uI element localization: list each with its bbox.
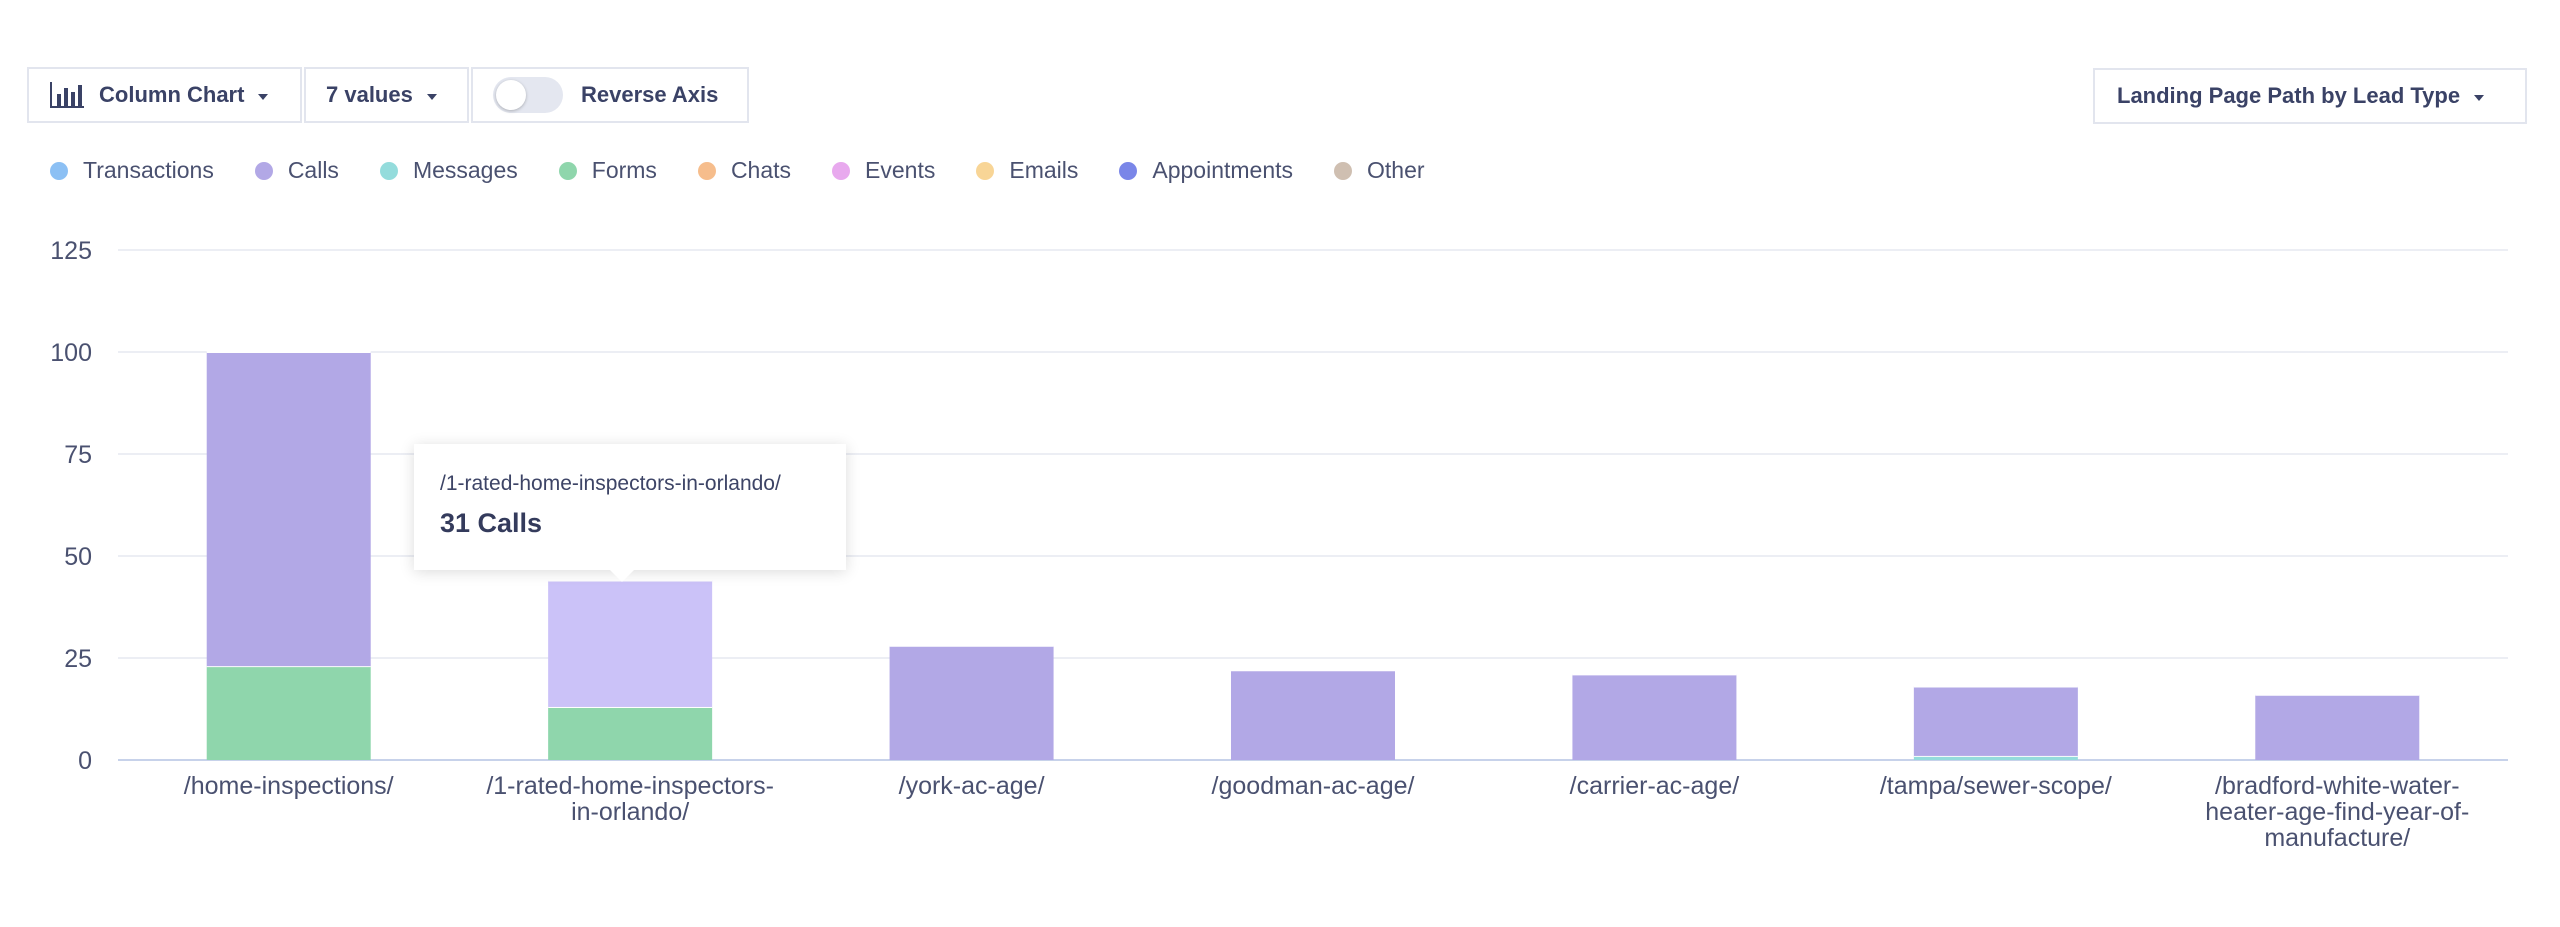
tooltip-title: /1-rated-home-inspectors-in-orlando/ xyxy=(440,472,781,495)
chart-type-dropdown[interactable]: Column Chart xyxy=(27,67,302,123)
legend-label: Appointments xyxy=(1152,157,1294,183)
x-tick-label-line: /tampa/sewer-scope/ xyxy=(1880,772,2112,800)
legend-label: Forms xyxy=(591,157,657,183)
legend-item-other[interactable]: Other xyxy=(1334,157,1425,184)
legend-swatch xyxy=(976,161,995,180)
bar-segment-calls xyxy=(1572,674,1737,760)
x-tick-label: /york-ac-age/ xyxy=(899,772,1045,800)
grouping-dropdown[interactable]: Landing Page Path by Lead Type xyxy=(2093,68,2527,124)
x-tick-label: /tampa/sewer-scope/ xyxy=(1880,772,2112,800)
legend-label: Messages xyxy=(412,157,518,183)
chart-type-label: Column Chart xyxy=(99,82,245,107)
x-tick-label: /carrier-ac-age/ xyxy=(1570,772,1740,800)
values-count-label: 7 values xyxy=(326,82,413,107)
chevron-down-icon xyxy=(2474,95,2485,101)
x-tick-label-line: /1-rated-home-inspectors- xyxy=(486,772,774,800)
bar-segment-calls xyxy=(548,580,713,707)
x-tick-label: /goodman-ac-age/ xyxy=(1212,772,1415,800)
reverse-axis-toggle[interactable] xyxy=(493,77,563,113)
legend-item-transactions[interactable]: Transactions xyxy=(50,157,214,184)
legend-item-calls[interactable]: Calls xyxy=(254,157,339,184)
bar-segment-forms xyxy=(206,666,371,760)
legend-label: Calls xyxy=(287,157,339,183)
legend-label: Other xyxy=(1367,157,1425,183)
x-tick-label: /1-rated-home-inspectors-in-orlando/ xyxy=(486,772,774,826)
legend-swatch xyxy=(1334,161,1353,180)
legend-swatch xyxy=(832,161,851,180)
tooltip-value: 31 Calls xyxy=(440,508,543,538)
chart-legend: Transactions Calls Messages Forms Chats … xyxy=(50,157,1466,184)
legend-swatch xyxy=(558,161,577,180)
x-tick-label-line: manufacture/ xyxy=(2264,824,2410,852)
legend-swatch xyxy=(254,161,273,180)
legend-label: Chats xyxy=(730,157,792,183)
bar-segment-calls xyxy=(2255,694,2420,760)
y-tick-label: 25 xyxy=(64,645,92,673)
y-tick-label: 0 xyxy=(78,747,92,775)
legend-swatch xyxy=(697,161,716,180)
x-tick-label-line: /home-inspections/ xyxy=(184,772,394,800)
reverse-axis-label: Reverse Axis xyxy=(581,82,719,107)
bar-segment-calls xyxy=(1913,686,2078,756)
legend-item-chats[interactable]: Chats xyxy=(697,157,792,184)
column-chart-icon xyxy=(50,82,84,108)
y-tick-label: 125 xyxy=(50,237,92,265)
bar-segment-calls xyxy=(1231,670,1395,760)
x-tick-label-line: /bradford-white-water- xyxy=(2215,772,2460,800)
bar-segment-calls xyxy=(206,352,371,667)
x-tick-label-line: in-orlando/ xyxy=(571,798,689,826)
legend-swatch xyxy=(379,161,398,180)
values-count-dropdown[interactable]: 7 values xyxy=(304,67,469,123)
reverse-axis-control: Reverse Axis xyxy=(471,67,749,123)
y-tick-label: 100 xyxy=(50,339,92,367)
bar-segment-calls xyxy=(889,645,1054,760)
legend-item-messages[interactable]: Messages xyxy=(379,157,518,184)
chevron-down-icon xyxy=(258,94,269,100)
x-tick-label-line: /carrier-ac-age/ xyxy=(1570,772,1740,800)
legend-swatch xyxy=(1119,161,1138,180)
legend-item-forms[interactable]: Forms xyxy=(558,157,657,184)
legend-label: Events xyxy=(865,157,936,183)
legend-item-emails[interactable]: Emails xyxy=(976,157,1078,184)
toggle-knob xyxy=(496,80,526,110)
legend-label: Transactions xyxy=(83,157,214,183)
legend-item-events[interactable]: Events xyxy=(832,157,935,184)
x-tick-label: /home-inspections/ xyxy=(184,772,394,800)
bar-segment-forms xyxy=(548,706,713,760)
grouping-label: Landing Page Path by Lead Type xyxy=(2117,83,2461,108)
x-tick-label-line: /york-ac-age/ xyxy=(899,772,1045,800)
chevron-down-icon xyxy=(426,94,437,100)
x-tick-label-line: /goodman-ac-age/ xyxy=(1212,772,1415,800)
y-tick-label: 50 xyxy=(64,543,92,571)
x-tick-label: /bradford-white-water-heater-age-find-ye… xyxy=(2205,772,2469,852)
x-tick-label-line: heater-age-find-year-of- xyxy=(2205,798,2469,826)
legend-swatch xyxy=(50,161,68,180)
legend-label: Emails xyxy=(1009,157,1079,183)
chart-tooltip: /1-rated-home-inspectors-in-orlando/ 31 … xyxy=(414,444,846,582)
y-tick-label: 75 xyxy=(64,441,92,469)
chart-toolbar: Column Chart 7 values Reverse Axis xyxy=(27,67,749,123)
bar-segment-messages xyxy=(1913,755,2078,760)
legend-item-appointments[interactable]: Appointments xyxy=(1119,157,1293,184)
